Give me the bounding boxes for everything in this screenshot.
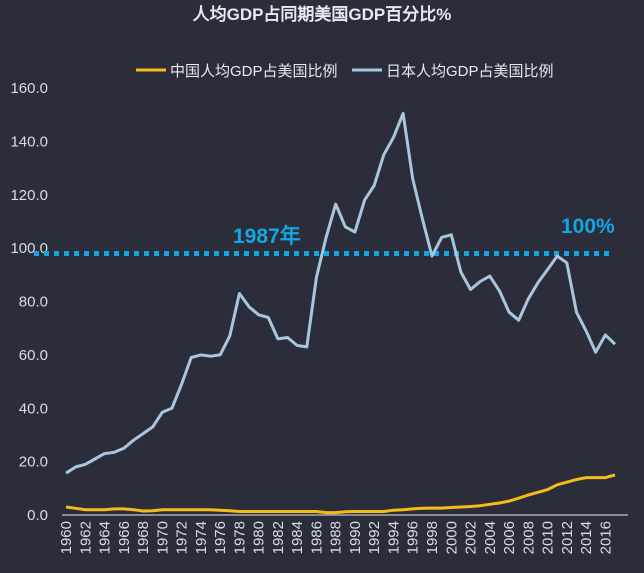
chart-title: 人均GDP占同期美国GDP百分比% bbox=[193, 4, 452, 24]
y-tick-label: 140.0 bbox=[10, 133, 48, 150]
x-tick-label: 1970 bbox=[154, 521, 171, 554]
x-tick-label: 1960 bbox=[58, 521, 75, 554]
y-tick-label: 60.0 bbox=[19, 347, 48, 364]
series-line-japan bbox=[65, 111, 617, 475]
x-tick-label: 2016 bbox=[597, 521, 614, 554]
x-tick-label: 1976 bbox=[212, 521, 229, 554]
x-tick-label: 1980 bbox=[251, 521, 268, 554]
series-line-china bbox=[65, 473, 616, 515]
x-tick-label: 2004 bbox=[482, 521, 499, 554]
x-tick-label: 1990 bbox=[347, 521, 364, 554]
x-tick-label: 1984 bbox=[289, 521, 306, 554]
x-tick-label: 1966 bbox=[116, 521, 133, 554]
x-tick-label: 1994 bbox=[385, 521, 402, 554]
x-tick-label: 2010 bbox=[540, 521, 557, 554]
legend-label-china: 中国人均GDP占美国比例 bbox=[170, 63, 338, 80]
y-tick-label: 0.0 bbox=[27, 507, 48, 524]
x-tick-label: 2006 bbox=[501, 521, 518, 554]
y-tick-label: 120.0 bbox=[10, 187, 48, 204]
y-tick-label: 40.0 bbox=[19, 400, 48, 417]
x-tick-label: 2000 bbox=[443, 521, 460, 554]
x-tick-label: 1986 bbox=[308, 521, 325, 554]
x-tick-label: 1968 bbox=[135, 521, 152, 554]
x-tick-label: 1988 bbox=[328, 521, 345, 554]
annotation-1987: 1987年 bbox=[233, 224, 301, 248]
x-tick-label: 1998 bbox=[424, 521, 441, 554]
y-axis: 0.0 20.0 40.0 60.0 80.0 100.0 120.0 140.0 160.0 bbox=[10, 80, 48, 524]
x-tick-label: 2012 bbox=[559, 521, 576, 554]
legend-label-japan: 日本人均GDP占美国比例 bbox=[386, 63, 554, 80]
y-tick-label: 80.0 bbox=[19, 294, 48, 311]
x-tick-label: 1978 bbox=[231, 521, 248, 554]
x-tick-label: 2002 bbox=[463, 521, 480, 554]
x-tick-label: 1996 bbox=[405, 521, 422, 554]
y-tick-label: 160.0 bbox=[10, 80, 48, 97]
reference-line-label: 100% bbox=[561, 215, 615, 238]
x-tick-label: 1972 bbox=[174, 521, 191, 554]
x-tick-label: 1982 bbox=[270, 521, 287, 554]
y-tick-label: 100.0 bbox=[10, 240, 48, 257]
x-tick-label: 2008 bbox=[520, 521, 537, 554]
legend: 中国人均GDP占美国比例 日本人均GDP占美国比例 bbox=[136, 63, 554, 80]
x-tick-label: 1992 bbox=[366, 521, 383, 554]
x-tick-label: 2014 bbox=[578, 521, 595, 554]
x-tick-label: 1964 bbox=[97, 521, 114, 554]
y-tick-label: 20.0 bbox=[19, 454, 48, 471]
x-tick-label: 1962 bbox=[77, 521, 94, 554]
x-tick-label: 1974 bbox=[193, 521, 210, 554]
plot-area bbox=[34, 111, 617, 515]
x-axis: 1960 1962 1964 1966 1968 1970 1972 1974 1976 1978… bbox=[58, 514, 628, 554]
